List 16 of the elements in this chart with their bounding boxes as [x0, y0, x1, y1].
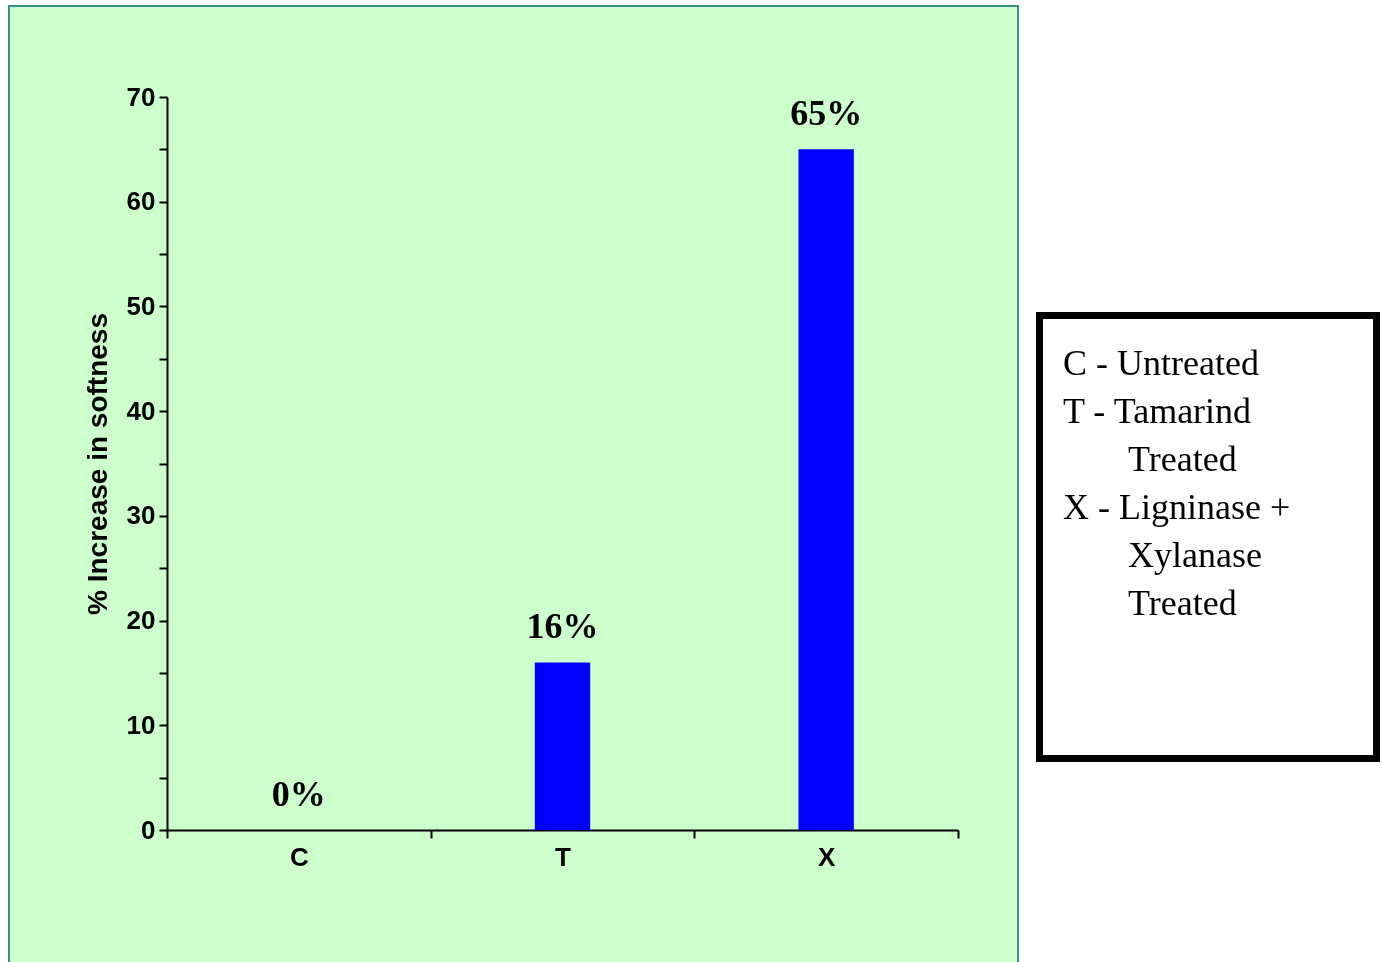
data-label: 65%	[790, 93, 863, 134]
data-label: 0%	[271, 774, 326, 814]
y-tick-label: 50	[126, 290, 156, 321]
x-tick-label: T	[555, 841, 572, 872]
text-box: C - Untreated T - Tamarind Treated X - Ligninase + Xylanase Treated	[1036, 312, 1380, 762]
y-tick-label: 0	[141, 814, 156, 845]
y-tick-label: 60	[126, 186, 156, 217]
y-axis-title: % Increase in softness	[81, 313, 113, 615]
data-label: 16%	[526, 606, 599, 647]
y-tick-label: 30	[126, 500, 156, 531]
x-tick-label: X	[817, 841, 836, 872]
y-tick-label: 20	[126, 605, 156, 636]
y-tick-label: 40	[126, 395, 156, 426]
x-tick-label: C	[289, 841, 309, 872]
y-tick-label: 10	[126, 709, 156, 740]
y-tick-label: 70	[126, 81, 156, 112]
